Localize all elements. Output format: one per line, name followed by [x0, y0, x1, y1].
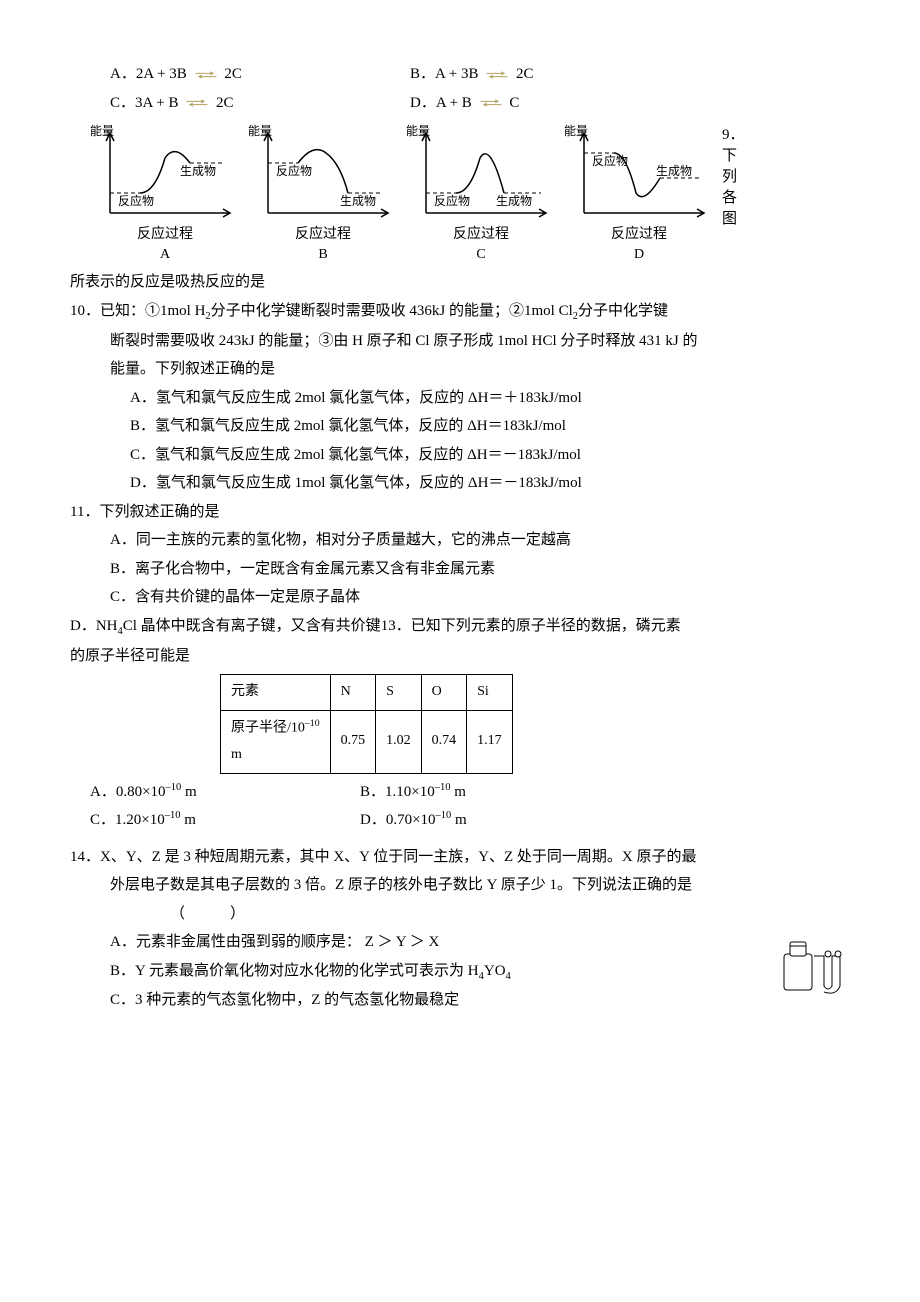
- option-D: D．A + B C: [410, 89, 519, 118]
- val-S: 1.02: [376, 710, 422, 773]
- q9-l2: 列: [722, 167, 745, 188]
- q8-options-row2: C．3A + B 2C D．A + B C: [70, 89, 850, 118]
- opt-B-rhs: 2C: [516, 66, 534, 82]
- q13-optD: D．0.70×10–10 m: [360, 806, 467, 835]
- caption-C: C: [476, 247, 485, 262]
- q11-optC: C．含有共价键的晶体一定是原子晶体: [70, 583, 850, 612]
- q13-optA: A．0.80×10–10 m: [90, 778, 360, 807]
- diagram-A: 能量 生成物 反应物 反应过程 A: [90, 123, 240, 264]
- q10-optD: D．氢气和氯气反应生成 1mol 氯化氢气体，反应的 ΔH＝－183kJ/mol: [70, 469, 850, 498]
- q14-optA: A．元素非金属性由强到弱的顺序是： Z ＞ Y ＞ X: [70, 928, 850, 957]
- energy-diagrams: 能量 生成物 反应物 反应过程 A 能量 反应物 生成物 反应过程 B: [70, 123, 850, 264]
- svg-text:反应物: 反应物: [118, 193, 154, 208]
- caption-D: D: [634, 247, 644, 262]
- opt-A-rhs: 2C: [224, 66, 242, 82]
- q14-paren: （ ）: [70, 900, 850, 929]
- q11-optA: A．同一主族的元素的氢化物，相对分子质量越大，它的沸点一定越高: [70, 526, 850, 555]
- q13-line2: 的原子半径可能是: [70, 642, 850, 671]
- caption-B: B: [318, 247, 327, 262]
- q14-stem2: 外层电子数是其电子层数的 3 倍。Z 原子的核外电子数比 Y 原子少 1。下列说…: [70, 871, 850, 900]
- svg-text:反应物: 反应物: [276, 163, 312, 178]
- svg-text:生成物: 生成物: [656, 164, 692, 178]
- q10-stem: 10．已知：①1mol H2分子中化学键断裂时需要吸收 436kJ 的能量；②1…: [70, 297, 850, 327]
- svg-text:生成物: 生成物: [340, 194, 376, 208]
- q9-side-text: 9． 下 列 各 图: [722, 123, 745, 225]
- q11-optD-q13-inline: D．NH4Cl 晶体中既含有离子键，又含有共价键13．已知下列元素的原子半径的数…: [70, 612, 850, 642]
- q10-stem-line2: 断裂时需要吸收 243kJ 的能量；③由 H 原子和 Cl 原子形成 1mol …: [70, 327, 850, 356]
- opt-C-lhs: 3A + B: [135, 95, 178, 111]
- x-label: 反应过程: [453, 227, 509, 242]
- row-radius-label: 原子半径/10–10 m: [221, 710, 331, 773]
- svg-text:生成物: 生成物: [180, 164, 216, 178]
- atomic-radius-table: 元素 N S O Si 原子半径/10–10 m 0.75 1.02 0.74 …: [220, 674, 513, 773]
- svg-text:能量: 能量: [406, 124, 430, 138]
- diagram-C: 能量 反应物 生成物 反应过程 C: [406, 123, 556, 264]
- x-label: 反应过程: [295, 227, 351, 242]
- col-N: N: [330, 675, 376, 711]
- caption-A: A: [160, 247, 170, 262]
- x-label: 反应过程: [611, 227, 667, 242]
- svg-text:能量: 能量: [564, 124, 588, 138]
- option-A: A．2A + 3B 2C: [110, 60, 410, 89]
- q14-optC: C．3 种元素的气态氢化物中，Z 的气态氢化物最稳定: [70, 986, 850, 1015]
- q8-options-row1: A．2A + 3B 2C B．A + 3B 2C: [70, 60, 850, 89]
- col-S: S: [376, 675, 422, 711]
- q9-l4: 图: [722, 209, 745, 230]
- svg-text:生成物: 生成物: [496, 194, 532, 208]
- opt-D-lhs: A + B: [436, 95, 472, 111]
- q10-optA: A．氢气和氯气反应生成 2mol 氯化氢气体，反应的 ΔH＝＋183kJ/mol: [70, 384, 850, 413]
- q10-optC: C．氢气和氯气反应生成 2mol 氯化氢气体，反应的 ΔH＝－183kJ/mol: [70, 441, 850, 470]
- q13-optB: B．1.10×10–10 m: [360, 778, 466, 807]
- q9-l1: 下: [722, 146, 745, 167]
- q11-stem: 11．下列叙述正确的是: [70, 498, 850, 527]
- q9-l3: 各: [722, 188, 745, 209]
- opt-C-rhs: 2C: [216, 95, 234, 111]
- equilibrium-arrow-icon: [484, 71, 510, 79]
- svg-text:能量: 能量: [90, 124, 114, 138]
- opt-A-lhs: 2A + 3B: [136, 66, 187, 82]
- diagram-D: 能量 反应物 生成物 反应过程 D: [564, 123, 714, 264]
- option-B: B．A + 3B 2C: [410, 60, 534, 89]
- col-element: 元素: [221, 675, 331, 711]
- svg-text:反应物: 反应物: [592, 153, 628, 168]
- val-Si: 1.17: [467, 710, 513, 773]
- val-O: 0.74: [421, 710, 467, 773]
- q14-optB: B．Y 元素最高价氧化物对应水化物的化学式可表示为 H4YO4: [70, 957, 850, 987]
- val-N: 0.75: [330, 710, 376, 773]
- q14-stem1: 14．X、Y、Z 是 3 种短周期元素，其中 X、Y 位于同一主族，Y、Z 处于…: [70, 843, 850, 872]
- x-label: 反应过程: [137, 227, 193, 242]
- equilibrium-arrow-icon: [478, 99, 504, 107]
- diagram-B: 能量 反应物 生成物 反应过程 B: [248, 123, 398, 264]
- equilibrium-arrow-icon: [193, 71, 219, 79]
- q10-stem-line3: 能量。下列叙述正确的是: [70, 355, 850, 384]
- q9-num: 9．: [722, 125, 745, 146]
- q14: 14．X、Y、Z 是 3 种短周期元素，其中 X、Y 位于同一主族，Y、Z 处于…: [70, 843, 850, 1015]
- q11-optB: B．离子化合物中，一定既含有金属元素又含有非金属元素: [70, 555, 850, 584]
- svg-text:能量: 能量: [248, 124, 272, 138]
- option-C: C．3A + B 2C: [110, 89, 410, 118]
- svg-text:反应物: 反应物: [434, 193, 470, 208]
- q13-options: A．0.80×10–10 m B．1.10×10–10 m C．1.20×10–…: [70, 778, 850, 835]
- q10-optB: B．氢气和氯气反应生成 2mol 氯化氢气体，反应的 ΔH＝183kJ/mol: [70, 412, 850, 441]
- equilibrium-arrow-icon: [184, 99, 210, 107]
- opt-B-lhs: A + 3B: [435, 66, 478, 82]
- col-Si: Si: [467, 675, 513, 711]
- col-O: O: [421, 675, 467, 711]
- q9-continuation: 所表示的反应是吸热反应的是: [70, 268, 850, 297]
- q13-optC: C．1.20×10–10 m: [90, 806, 360, 835]
- opt-D-rhs: C: [509, 95, 519, 111]
- apparatus-icon: [780, 934, 850, 994]
